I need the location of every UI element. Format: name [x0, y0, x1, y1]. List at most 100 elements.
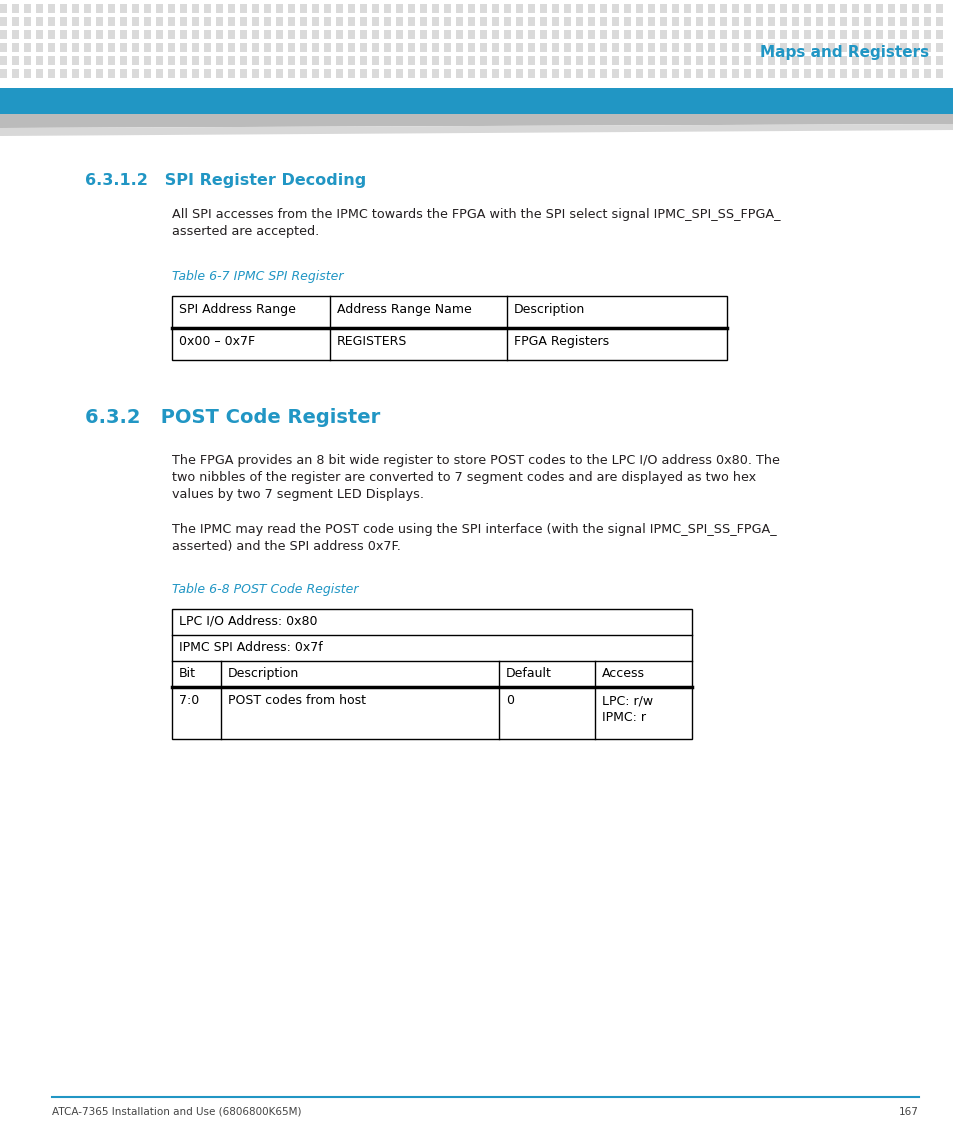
Bar [48, 69, 55, 78]
Bar [84, 17, 91, 26]
Bar [408, 44, 415, 52]
Bar [707, 44, 714, 52]
Bar [252, 44, 258, 52]
Bar [563, 30, 571, 39]
Bar [492, 69, 498, 78]
Bar [192, 3, 199, 13]
Bar [911, 30, 918, 39]
Bar [923, 17, 930, 26]
Bar [516, 17, 522, 26]
Bar [288, 3, 294, 13]
Bar [456, 69, 462, 78]
Bar [275, 56, 283, 65]
Bar [683, 56, 690, 65]
Bar [743, 56, 750, 65]
Bar [492, 3, 498, 13]
Bar [299, 30, 307, 39]
Bar [576, 56, 582, 65]
Bar [671, 17, 679, 26]
Bar [612, 30, 618, 39]
Bar [84, 44, 91, 52]
Bar [612, 17, 618, 26]
Bar [780, 69, 786, 78]
Bar [527, 56, 535, 65]
Bar [228, 30, 234, 39]
Bar [215, 17, 223, 26]
Bar [780, 56, 786, 65]
Bar [168, 3, 174, 13]
Bar [96, 44, 103, 52]
Bar [252, 3, 258, 13]
Bar [60, 30, 67, 39]
Bar [456, 56, 462, 65]
Bar [527, 3, 535, 13]
Bar [275, 3, 283, 13]
Bar [803, 3, 810, 13]
Bar [636, 56, 642, 65]
Bar [563, 44, 571, 52]
Bar [36, 56, 43, 65]
Bar [539, 69, 546, 78]
Bar [539, 44, 546, 52]
Bar [780, 44, 786, 52]
Bar [479, 69, 486, 78]
Bar [659, 69, 666, 78]
Bar [372, 3, 378, 13]
Bar [767, 44, 774, 52]
Bar [755, 30, 762, 39]
Bar [408, 56, 415, 65]
Bar [791, 56, 799, 65]
Bar [899, 69, 906, 78]
Bar [707, 30, 714, 39]
Bar [468, 44, 475, 52]
Bar [12, 69, 19, 78]
Bar [359, 3, 367, 13]
Bar [720, 56, 726, 65]
Bar [204, 17, 211, 26]
Bar [443, 17, 451, 26]
Bar [312, 30, 318, 39]
Bar [636, 69, 642, 78]
Bar [935, 17, 942, 26]
Bar [696, 3, 702, 13]
Bar [312, 17, 318, 26]
Bar [264, 44, 271, 52]
Bar [696, 56, 702, 65]
Bar [24, 69, 30, 78]
Bar [780, 30, 786, 39]
Bar [791, 30, 799, 39]
Bar [851, 30, 858, 39]
Bar [264, 56, 271, 65]
Text: Default: Default [505, 668, 551, 680]
Bar [24, 44, 30, 52]
Bar [743, 3, 750, 13]
Bar [144, 3, 151, 13]
Bar [707, 17, 714, 26]
Bar [707, 69, 714, 78]
Bar [120, 44, 127, 52]
Bar [755, 44, 762, 52]
Text: IPMC SPI Address: 0x7f: IPMC SPI Address: 0x7f [179, 641, 322, 654]
Bar [527, 69, 535, 78]
Bar [108, 56, 115, 65]
Text: Description: Description [228, 668, 299, 680]
Bar [215, 69, 223, 78]
Bar [875, 3, 882, 13]
Bar [120, 30, 127, 39]
Bar [840, 56, 846, 65]
Bar [935, 69, 942, 78]
Bar [707, 56, 714, 65]
Bar [359, 17, 367, 26]
Bar [432, 69, 438, 78]
Bar [887, 30, 894, 39]
Bar [791, 44, 799, 52]
Bar [899, 3, 906, 13]
Bar [803, 69, 810, 78]
Bar [696, 30, 702, 39]
Bar [456, 3, 462, 13]
Bar [683, 69, 690, 78]
Bar [215, 56, 223, 65]
Bar [0, 44, 7, 52]
Bar [12, 30, 19, 39]
Bar [636, 17, 642, 26]
